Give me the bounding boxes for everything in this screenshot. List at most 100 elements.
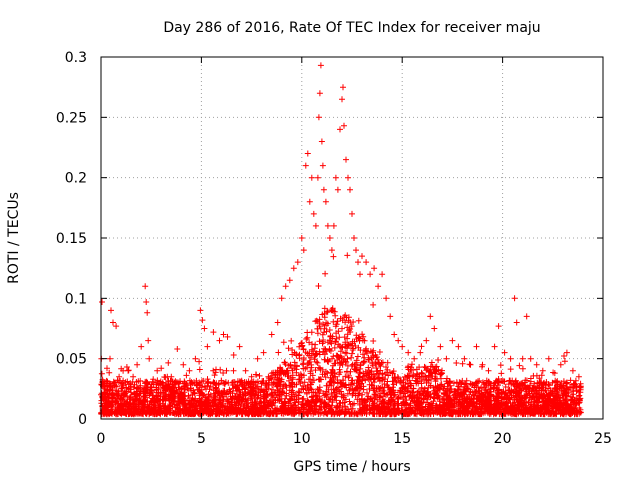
- data-point: [371, 265, 378, 272]
- data-point: [236, 343, 243, 350]
- data-point: [351, 235, 357, 241]
- data-point: [339, 96, 345, 103]
- data-point: [302, 162, 309, 169]
- data-point: [332, 174, 339, 181]
- data-point: [533, 361, 540, 368]
- data-point: [347, 186, 353, 193]
- data-point: [569, 367, 576, 374]
- data-point: [290, 265, 297, 272]
- data-point: [320, 186, 327, 193]
- data-point: [216, 337, 223, 344]
- y-axis-ticks: 0 0.05 0.1 0.15 0.2 0.25 0.3: [56, 50, 603, 428]
- data-point: [242, 367, 249, 374]
- data-point: [107, 355, 113, 362]
- data-point: [387, 313, 394, 320]
- data-point: [201, 325, 208, 332]
- y-tick-label: 0.3: [65, 50, 87, 66]
- x-tick-label: 5: [197, 431, 206, 447]
- data-point: [539, 367, 546, 374]
- data-point: [395, 337, 402, 344]
- y-tick-label: 0.2: [65, 171, 87, 187]
- data-point: [575, 373, 582, 380]
- data-point: [431, 325, 438, 332]
- data-point: [437, 343, 444, 350]
- data-point: [324, 222, 331, 229]
- data-point: [322, 198, 329, 205]
- data-point: [146, 355, 153, 362]
- data-point: [495, 323, 502, 330]
- x-tick-label: 0: [97, 431, 106, 447]
- data-point: [274, 319, 281, 326]
- data-point: [337, 126, 343, 133]
- data-point: [192, 355, 199, 362]
- data-point: [174, 346, 181, 352]
- data-point: [545, 355, 552, 362]
- data-points: [99, 62, 582, 383]
- data-point: [330, 222, 337, 229]
- data-point: [443, 355, 450, 362]
- data-point: [134, 361, 141, 368]
- data-point: [180, 361, 187, 368]
- data-point: [491, 343, 498, 350]
- data-point: [260, 349, 267, 356]
- data-point: [340, 84, 346, 91]
- data-point: [523, 313, 530, 320]
- data-point: [449, 337, 456, 344]
- data-point: [294, 259, 301, 266]
- data-point: [286, 277, 293, 284]
- data-point: [143, 299, 150, 305]
- data-point: [328, 247, 335, 254]
- x-axis-label: GPS time / hours: [293, 459, 410, 475]
- data-point: [204, 343, 211, 350]
- data-point: [563, 349, 570, 356]
- data-point: [343, 156, 349, 163]
- data-point: [527, 355, 534, 362]
- data-point: [501, 349, 508, 356]
- data-point: [399, 343, 406, 350]
- data-point: [379, 271, 386, 278]
- data-point: [349, 210, 355, 217]
- data-point: [220, 331, 227, 338]
- data-point: [306, 198, 313, 205]
- data-point: [383, 295, 390, 302]
- data-point: [473, 343, 480, 350]
- data-point: [145, 337, 152, 344]
- data-point: [144, 309, 151, 316]
- data-point: [345, 174, 351, 181]
- y-tick-label: 0.25: [56, 110, 87, 126]
- data-point: [99, 299, 105, 305]
- data-point: [210, 329, 217, 336]
- data-point: [104, 365, 110, 372]
- data-point: [312, 222, 319, 229]
- data-point: [278, 295, 285, 302]
- dense-data-cloud: [98, 252, 584, 418]
- data-point: [341, 122, 347, 129]
- data-point: [427, 313, 434, 320]
- data-point: [108, 307, 114, 314]
- data-point: [116, 373, 123, 380]
- data-point: [423, 337, 430, 344]
- data-point: [357, 271, 363, 278]
- data-point: [316, 90, 323, 97]
- data-point: [186, 367, 193, 374]
- data-point: [310, 210, 317, 217]
- data-point: [150, 376, 157, 383]
- data-point: [359, 253, 365, 260]
- data-point: [230, 367, 237, 374]
- y-tick-label: 0.05: [56, 352, 87, 368]
- y-tick-label: 0: [78, 412, 87, 428]
- data-point: [326, 235, 333, 241]
- data-point: [461, 355, 468, 362]
- data-point: [417, 349, 424, 356]
- data-point: [363, 259, 370, 266]
- y-tick-label: 0.1: [65, 291, 87, 307]
- data-point: [455, 343, 462, 350]
- data-point: [168, 373, 175, 380]
- y-tick-label: 0.15: [56, 231, 87, 247]
- data-point: [113, 323, 120, 330]
- data-point: [557, 361, 564, 368]
- data-point: [248, 373, 255, 380]
- data-point: [355, 259, 361, 266]
- data-point: [353, 247, 359, 254]
